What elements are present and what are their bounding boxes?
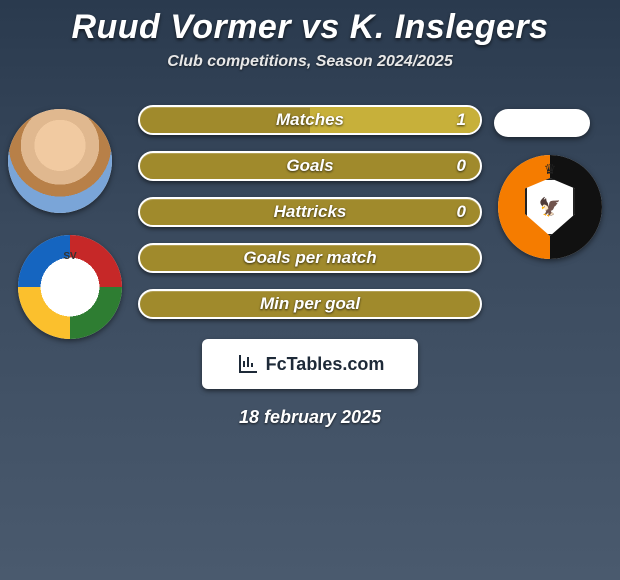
comparison-panel: SV ♛ 🦅 Matches 1 Goals 0 Hattricks 0 Goals per… [0,105,620,428]
brand-label: FcTables.com [266,354,385,375]
chart-icon [236,352,260,376]
stat-label: Goals per match [243,248,376,268]
stat-bar: Min per goal [138,289,482,319]
stat-bar: Goals 0 [138,151,482,181]
page-subtitle: Club competitions, Season 2024/2025 [0,53,620,71]
brand-chip[interactable]: FcTables.com [202,339,418,389]
player-right-avatar [494,109,590,137]
stat-label: Min per goal [260,294,360,314]
crown-icon: ♛ [544,161,557,178]
stat-label: Goals [286,156,333,176]
stat-right-value: 0 [457,202,466,222]
stat-bars: Matches 1 Goals 0 Hattricks 0 Goals per match M… [138,105,482,319]
date-label: 18 february 2025 [0,407,620,428]
stat-right-value: 0 [457,156,466,176]
stat-label: Matches [276,110,344,130]
page-title: Ruud Vormer vs K. Inslegers [0,0,620,47]
stat-bar: Matches 1 [138,105,482,135]
club-left-badge: SV [18,235,122,339]
stat-right-value: 1 [457,110,466,130]
stat-bar: Hattricks 0 [138,197,482,227]
stat-bar: Goals per match [138,243,482,273]
stat-label: Hattricks [274,202,347,222]
club-right-badge: ♛ 🦅 [498,155,602,259]
player-left-avatar [8,109,112,213]
